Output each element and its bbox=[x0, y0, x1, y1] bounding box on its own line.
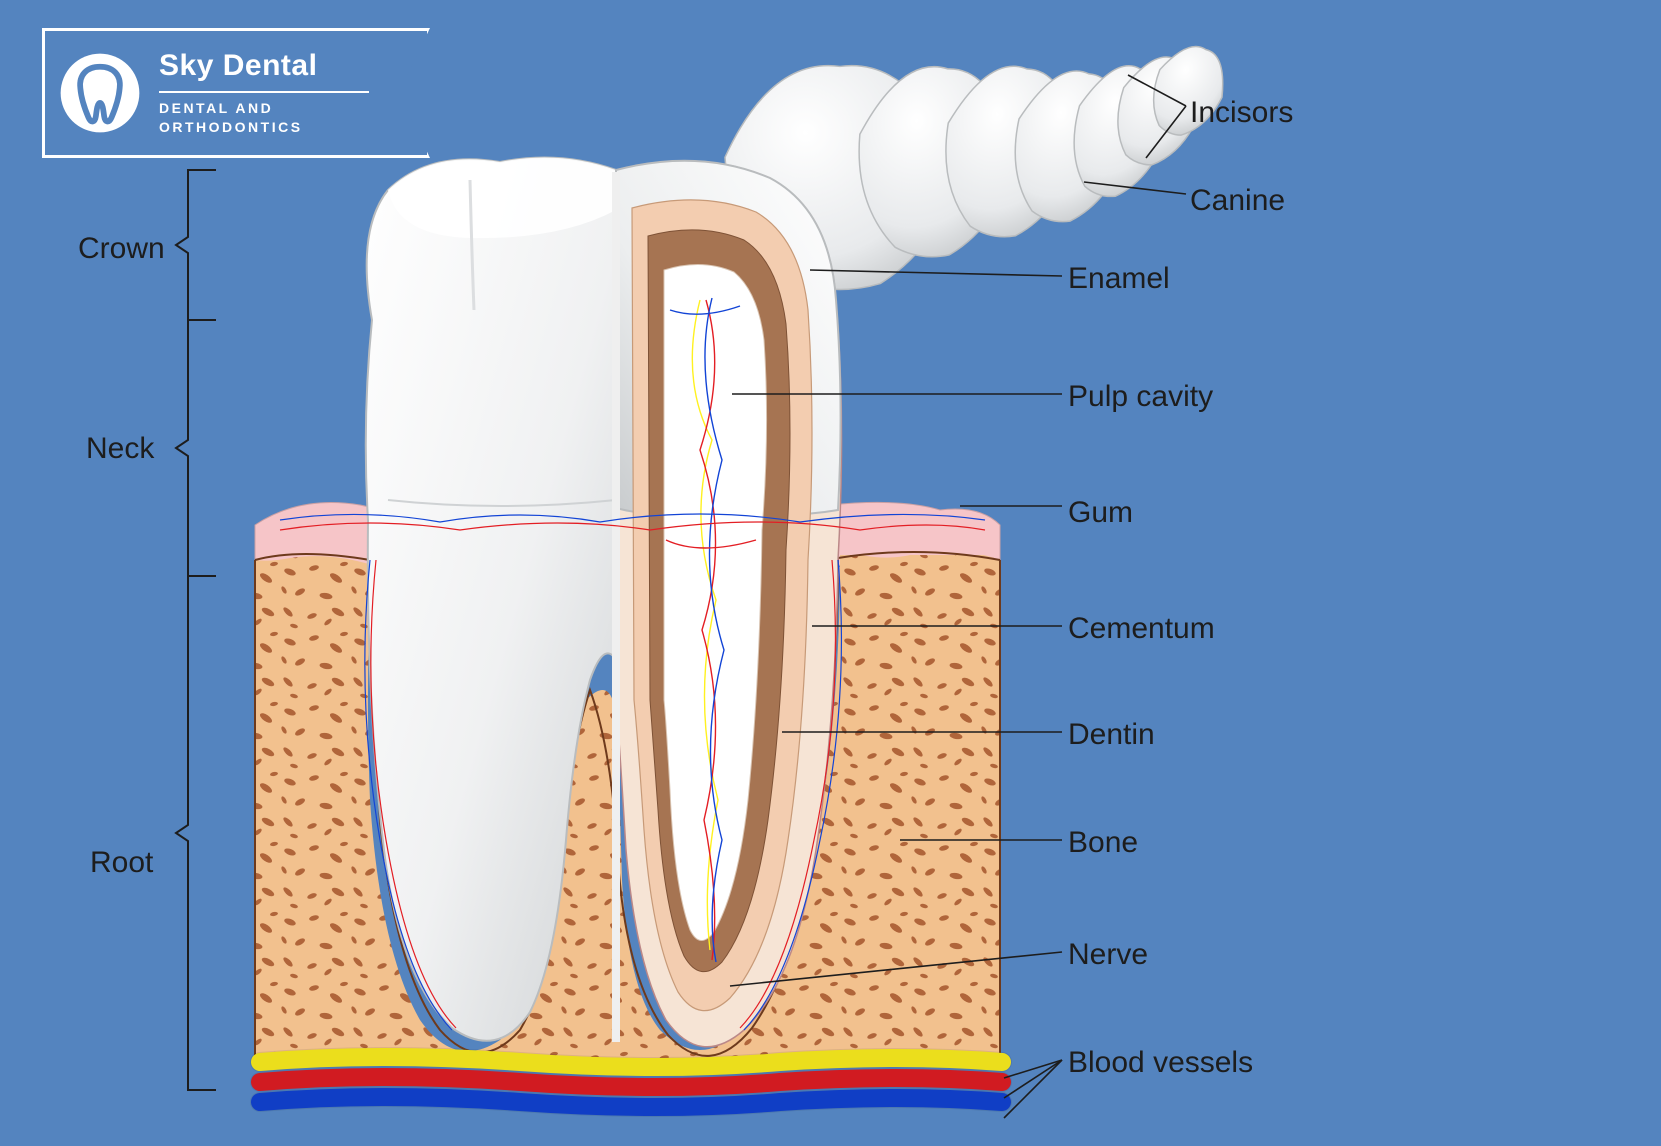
callout-gum: Gum bbox=[1068, 496, 1133, 530]
brand-subtitle: DENTAL AND ORTHODONTICS bbox=[159, 99, 369, 137]
callout-canine: Canine bbox=[1190, 184, 1285, 218]
callout-bone: Bone bbox=[1068, 826, 1138, 860]
tooth-anatomy-svg bbox=[0, 0, 1661, 1146]
brand-title: Sky Dental bbox=[159, 49, 369, 83]
callout-enamel: Enamel bbox=[1068, 262, 1170, 296]
callout-incisors: Incisors bbox=[1190, 96, 1293, 130]
blood-vessel-band bbox=[260, 1057, 1002, 1107]
diagram-stage: Sky Dental DENTAL AND ORTHODONTICS Crown… bbox=[0, 0, 1661, 1146]
callout-pulp: Pulp cavity bbox=[1068, 380, 1213, 414]
callout-nerve: Nerve bbox=[1068, 938, 1148, 972]
tooth-logo-icon bbox=[59, 52, 141, 134]
callout-bloodvessels: Blood vessels bbox=[1068, 1046, 1253, 1080]
section-label-neck: Neck bbox=[86, 432, 154, 466]
brand-divider bbox=[159, 91, 369, 93]
callout-cementum: Cementum bbox=[1068, 612, 1215, 646]
callout-dentin: Dentin bbox=[1068, 718, 1155, 752]
brand-badge: Sky Dental DENTAL AND ORTHODONTICS bbox=[42, 28, 430, 158]
section-label-crown: Crown bbox=[78, 232, 165, 266]
section-label-root: Root bbox=[90, 846, 153, 880]
